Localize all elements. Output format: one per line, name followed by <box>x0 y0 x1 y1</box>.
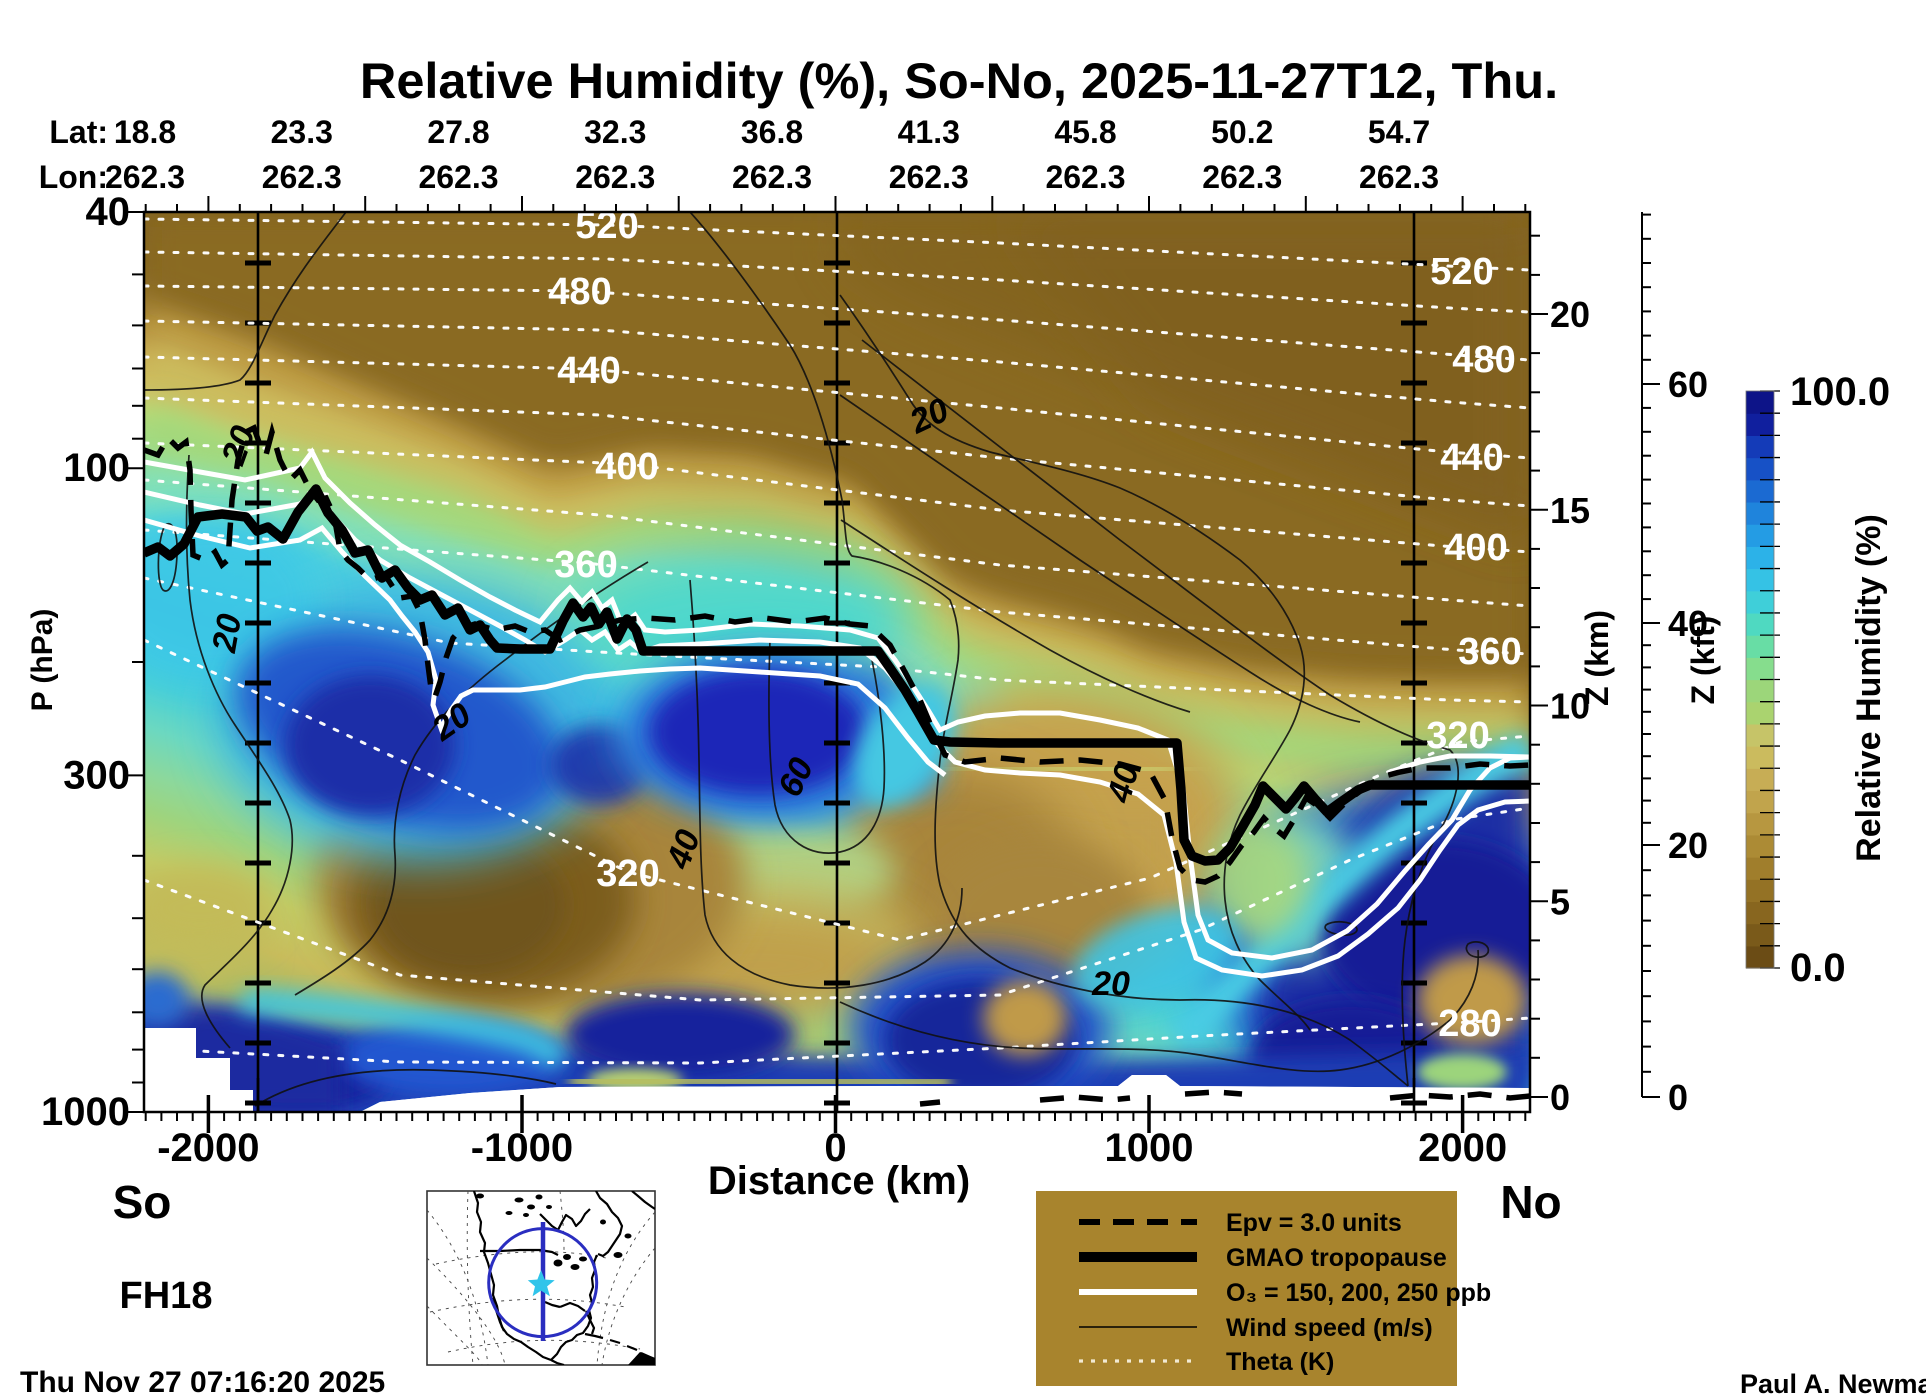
svg-text:262.3: 262.3 <box>262 159 342 195</box>
svg-text:5: 5 <box>1550 881 1570 922</box>
svg-text:Lon:: Lon: <box>39 159 108 195</box>
svg-text:262.3: 262.3 <box>575 159 655 195</box>
svg-text:45.8: 45.8 <box>1054 114 1116 150</box>
svg-text:Thu Nov 27 07:16:20 2025: Thu Nov 27 07:16:20 2025 <box>20 1366 385 1394</box>
svg-text:So: So <box>113 1176 172 1228</box>
svg-text:50.2: 50.2 <box>1211 114 1273 150</box>
svg-text:360: 360 <box>554 544 617 586</box>
svg-text:2000: 2000 <box>1418 1126 1507 1170</box>
svg-text:FH18: FH18 <box>120 1275 213 1317</box>
svg-text:Distance (km): Distance (km) <box>708 1159 970 1203</box>
svg-text:40: 40 <box>86 190 131 234</box>
svg-text:41.3: 41.3 <box>898 114 960 150</box>
svg-text:20: 20 <box>1091 965 1130 1003</box>
svg-text:23.3: 23.3 <box>271 114 333 150</box>
svg-text:Relative Humidity (%), So-No,: Relative Humidity (%), So-No, 2025-11-27… <box>360 52 1558 109</box>
svg-text:400: 400 <box>1444 527 1507 569</box>
svg-text:Theta (K): Theta (K) <box>1226 1348 1334 1376</box>
svg-text:400: 400 <box>595 446 658 488</box>
svg-text:320: 320 <box>1426 715 1489 757</box>
svg-text:36.8: 36.8 <box>741 114 803 150</box>
svg-text:440: 440 <box>1440 437 1503 479</box>
svg-text:440: 440 <box>557 350 620 392</box>
svg-text:280: 280 <box>1438 1003 1501 1045</box>
svg-text:100.0: 100.0 <box>1790 370 1890 414</box>
svg-text:20: 20 <box>1668 825 1708 866</box>
svg-text:18.8: 18.8 <box>114 114 176 150</box>
svg-text:32.3: 32.3 <box>584 114 646 150</box>
svg-text:15: 15 <box>1550 490 1590 531</box>
svg-text:60: 60 <box>1668 364 1708 405</box>
svg-text:0: 0 <box>1550 1077 1570 1118</box>
svg-text:262.3: 262.3 <box>889 159 969 195</box>
svg-text:27.8: 27.8 <box>427 114 489 150</box>
svg-text:Wind speed (m/s): Wind speed (m/s) <box>1226 1314 1433 1342</box>
svg-text:-2000: -2000 <box>157 1126 259 1170</box>
svg-text:Lat:: Lat: <box>49 114 108 150</box>
svg-text:No: No <box>1500 1176 1561 1228</box>
svg-text:40: 40 <box>1668 603 1708 644</box>
svg-text:360: 360 <box>1458 631 1521 673</box>
svg-text:262.3: 262.3 <box>1359 159 1439 195</box>
svg-text:0: 0 <box>824 1126 846 1170</box>
svg-text:Relative Humidity (%): Relative Humidity (%) <box>1850 514 1888 862</box>
svg-text:520: 520 <box>575 205 638 247</box>
svg-text:480: 480 <box>548 271 611 313</box>
svg-text:20: 20 <box>1550 294 1590 335</box>
svg-text:480: 480 <box>1452 339 1515 381</box>
svg-text:1000: 1000 <box>1105 1126 1194 1170</box>
svg-text:1000: 1000 <box>41 1090 130 1134</box>
svg-text:262.3: 262.3 <box>105 159 185 195</box>
svg-text:Paul A. Newman (NASA: Paul A. Newman (NASA <box>1740 1369 1926 1394</box>
svg-text:0: 0 <box>1668 1077 1688 1118</box>
svg-text:320: 320 <box>596 853 659 895</box>
svg-text:20: 20 <box>205 611 249 656</box>
svg-text:262.3: 262.3 <box>1045 159 1125 195</box>
svg-text:54.7: 54.7 <box>1368 114 1430 150</box>
svg-text:Epv = 3.0 units: Epv = 3.0 units <box>1226 1209 1402 1237</box>
svg-text:Z (kft): Z (kft) <box>1685 616 1721 705</box>
svg-text:-1000: -1000 <box>471 1126 573 1170</box>
svg-text:262.3: 262.3 <box>732 159 812 195</box>
svg-text:0.0: 0.0 <box>1790 946 1846 990</box>
svg-text:262.3: 262.3 <box>418 159 498 195</box>
svg-text:GMAO tropopause: GMAO tropopause <box>1226 1244 1447 1272</box>
svg-text:262.3: 262.3 <box>1202 159 1282 195</box>
svg-text:P (hPa): P (hPa) <box>26 609 59 712</box>
svg-text:O₃ = 150, 200, 250 ppb: O₃ = 150, 200, 250 ppb <box>1226 1279 1491 1307</box>
svg-text:520: 520 <box>1430 251 1493 293</box>
svg-text:10: 10 <box>1550 686 1590 727</box>
svg-text:Z (km): Z (km) <box>1579 610 1615 706</box>
svg-text:100: 100 <box>63 446 130 490</box>
svg-text:300: 300 <box>63 753 130 797</box>
